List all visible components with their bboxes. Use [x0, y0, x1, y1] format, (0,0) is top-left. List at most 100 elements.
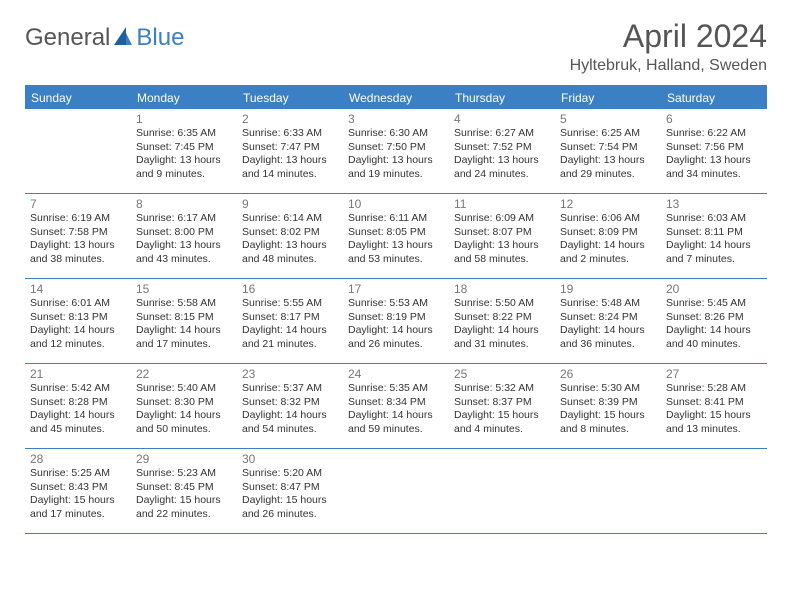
day-info: Sunrise: 5:35 AMSunset: 8:34 PMDaylight:… — [348, 382, 444, 437]
sunrise-text: Sunrise: 6:17 AM — [136, 212, 232, 226]
sunset-text: Sunset: 7:54 PM — [560, 141, 656, 155]
sunrise-text: Sunrise: 5:50 AM — [454, 297, 550, 311]
logo-sail-icon — [112, 25, 134, 52]
calendar: SundayMondayTuesdayWednesdayThursdayFrid… — [25, 85, 767, 534]
daylight-text: Daylight: 13 hours and 38 minutes. — [30, 239, 126, 266]
sunset-text: Sunset: 8:26 PM — [666, 311, 762, 325]
day-number: 10 — [348, 197, 444, 211]
day-info: Sunrise: 6:22 AMSunset: 7:56 PMDaylight:… — [666, 127, 762, 182]
day-cell: 29Sunrise: 5:23 AMSunset: 8:45 PMDayligh… — [131, 449, 237, 533]
day-cell: 24Sunrise: 5:35 AMSunset: 8:34 PMDayligh… — [343, 364, 449, 448]
day-info: Sunrise: 5:23 AMSunset: 8:45 PMDaylight:… — [136, 467, 232, 522]
day-cell: 22Sunrise: 5:40 AMSunset: 8:30 PMDayligh… — [131, 364, 237, 448]
day-number: 3 — [348, 112, 444, 126]
day-number: 20 — [666, 282, 762, 296]
day-info: Sunrise: 6:14 AMSunset: 8:02 PMDaylight:… — [242, 212, 338, 267]
logo-text-blue: Blue — [136, 24, 184, 52]
sunrise-text: Sunrise: 5:58 AM — [136, 297, 232, 311]
day-info: Sunrise: 5:25 AMSunset: 8:43 PMDaylight:… — [30, 467, 126, 522]
sunset-text: Sunset: 7:52 PM — [454, 141, 550, 155]
daylight-text: Daylight: 13 hours and 53 minutes. — [348, 239, 444, 266]
day-number: 24 — [348, 367, 444, 381]
sunrise-text: Sunrise: 5:53 AM — [348, 297, 444, 311]
day-info: Sunrise: 6:19 AMSunset: 7:58 PMDaylight:… — [30, 212, 126, 267]
daylight-text: Daylight: 14 hours and 12 minutes. — [30, 324, 126, 351]
day-info: Sunrise: 6:09 AMSunset: 8:07 PMDaylight:… — [454, 212, 550, 267]
sunrise-text: Sunrise: 6:11 AM — [348, 212, 444, 226]
day-number: 29 — [136, 452, 232, 466]
day-number: 26 — [560, 367, 656, 381]
sunset-text: Sunset: 8:41 PM — [666, 396, 762, 410]
day-cell — [661, 449, 767, 533]
sunrise-text: Sunrise: 6:14 AM — [242, 212, 338, 226]
daylight-text: Daylight: 14 hours and 21 minutes. — [242, 324, 338, 351]
day-cell: 19Sunrise: 5:48 AMSunset: 8:24 PMDayligh… — [555, 279, 661, 363]
sunset-text: Sunset: 7:50 PM — [348, 141, 444, 155]
sunset-text: Sunset: 8:17 PM — [242, 311, 338, 325]
week-row: 14Sunrise: 6:01 AMSunset: 8:13 PMDayligh… — [25, 279, 767, 364]
daylight-text: Daylight: 14 hours and 26 minutes. — [348, 324, 444, 351]
day-cell: 5Sunrise: 6:25 AMSunset: 7:54 PMDaylight… — [555, 109, 661, 193]
daylight-text: Daylight: 13 hours and 14 minutes. — [242, 154, 338, 181]
day-number: 23 — [242, 367, 338, 381]
sunrise-text: Sunrise: 6:19 AM — [30, 212, 126, 226]
day-header: Wednesday — [343, 87, 449, 109]
day-cell: 23Sunrise: 5:37 AMSunset: 8:32 PMDayligh… — [237, 364, 343, 448]
day-number: 5 — [560, 112, 656, 126]
day-info: Sunrise: 6:27 AMSunset: 7:52 PMDaylight:… — [454, 127, 550, 182]
sunset-text: Sunset: 8:30 PM — [136, 396, 232, 410]
day-info: Sunrise: 6:17 AMSunset: 8:00 PMDaylight:… — [136, 212, 232, 267]
daylight-text: Daylight: 13 hours and 48 minutes. — [242, 239, 338, 266]
day-cell: 8Sunrise: 6:17 AMSunset: 8:00 PMDaylight… — [131, 194, 237, 278]
sunset-text: Sunset: 8:09 PM — [560, 226, 656, 240]
sunrise-text: Sunrise: 6:35 AM — [136, 127, 232, 141]
daylight-text: Daylight: 15 hours and 26 minutes. — [242, 494, 338, 521]
sunset-text: Sunset: 8:00 PM — [136, 226, 232, 240]
day-cell: 14Sunrise: 6:01 AMSunset: 8:13 PMDayligh… — [25, 279, 131, 363]
sunset-text: Sunset: 8:47 PM — [242, 481, 338, 495]
day-number: 4 — [454, 112, 550, 126]
daylight-text: Daylight: 13 hours and 19 minutes. — [348, 154, 444, 181]
day-cell: 20Sunrise: 5:45 AMSunset: 8:26 PMDayligh… — [661, 279, 767, 363]
daylight-text: Daylight: 14 hours and 54 minutes. — [242, 409, 338, 436]
day-header: Friday — [555, 87, 661, 109]
day-cell: 13Sunrise: 6:03 AMSunset: 8:11 PMDayligh… — [661, 194, 767, 278]
day-cell: 27Sunrise: 5:28 AMSunset: 8:41 PMDayligh… — [661, 364, 767, 448]
day-cell: 28Sunrise: 5:25 AMSunset: 8:43 PMDayligh… — [25, 449, 131, 533]
sunset-text: Sunset: 7:56 PM — [666, 141, 762, 155]
sunrise-text: Sunrise: 6:25 AM — [560, 127, 656, 141]
day-header: Monday — [131, 87, 237, 109]
day-info: Sunrise: 5:20 AMSunset: 8:47 PMDaylight:… — [242, 467, 338, 522]
daylight-text: Daylight: 15 hours and 4 minutes. — [454, 409, 550, 436]
daylight-text: Daylight: 14 hours and 40 minutes. — [666, 324, 762, 351]
day-number: 21 — [30, 367, 126, 381]
day-cell — [555, 449, 661, 533]
sunset-text: Sunset: 8:02 PM — [242, 226, 338, 240]
daylight-text: Daylight: 15 hours and 8 minutes. — [560, 409, 656, 436]
sunset-text: Sunset: 8:39 PM — [560, 396, 656, 410]
day-cell: 16Sunrise: 5:55 AMSunset: 8:17 PMDayligh… — [237, 279, 343, 363]
sunrise-text: Sunrise: 5:48 AM — [560, 297, 656, 311]
day-info: Sunrise: 5:37 AMSunset: 8:32 PMDaylight:… — [242, 382, 338, 437]
day-info: Sunrise: 5:40 AMSunset: 8:30 PMDaylight:… — [136, 382, 232, 437]
sunset-text: Sunset: 8:28 PM — [30, 396, 126, 410]
sunset-text: Sunset: 7:45 PM — [136, 141, 232, 155]
day-cell: 30Sunrise: 5:20 AMSunset: 8:47 PMDayligh… — [237, 449, 343, 533]
day-number: 14 — [30, 282, 126, 296]
day-number: 18 — [454, 282, 550, 296]
sunrise-text: Sunrise: 6:06 AM — [560, 212, 656, 226]
sunset-text: Sunset: 8:19 PM — [348, 311, 444, 325]
sunset-text: Sunset: 8:13 PM — [30, 311, 126, 325]
logo-text-general: General — [25, 24, 110, 52]
day-number: 25 — [454, 367, 550, 381]
day-info: Sunrise: 5:48 AMSunset: 8:24 PMDaylight:… — [560, 297, 656, 352]
day-number: 9 — [242, 197, 338, 211]
daylight-text: Daylight: 13 hours and 9 minutes. — [136, 154, 232, 181]
day-header: Thursday — [449, 87, 555, 109]
day-cell: 21Sunrise: 5:42 AMSunset: 8:28 PMDayligh… — [25, 364, 131, 448]
day-header-row: SundayMondayTuesdayWednesdayThursdayFrid… — [25, 87, 767, 109]
daylight-text: Daylight: 14 hours and 2 minutes. — [560, 239, 656, 266]
day-header: Tuesday — [237, 87, 343, 109]
page-header: General Blue April 2024 Hyltebruk, Halla… — [25, 18, 767, 75]
sunrise-text: Sunrise: 5:35 AM — [348, 382, 444, 396]
